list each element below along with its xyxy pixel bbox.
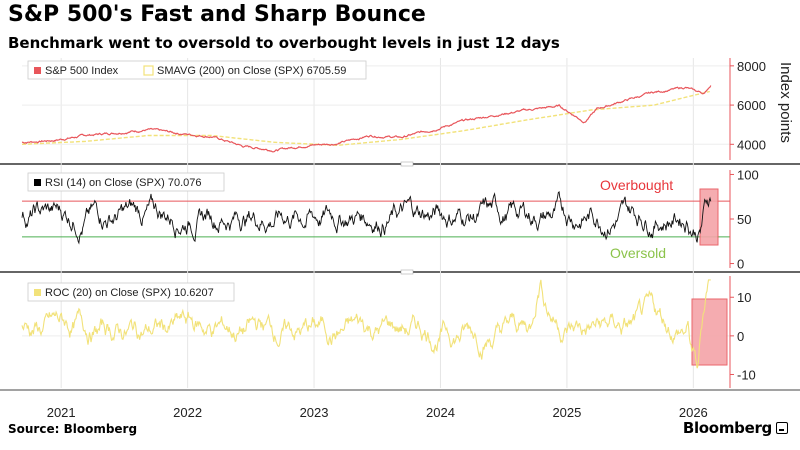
rsi-tick-label: 50 xyxy=(737,212,751,227)
roc-tick-label: 0 xyxy=(737,329,744,344)
panel-resize-handle xyxy=(400,269,414,275)
price-axis-title: Index points xyxy=(777,62,794,143)
price-tick-label: 8000 xyxy=(737,59,766,74)
x-tick-label: 2021 xyxy=(47,405,76,420)
rsi-line xyxy=(21,191,712,245)
sp500-legend-label: S&P 500 Index xyxy=(45,65,119,77)
x-tick-label: 2022 xyxy=(173,405,202,420)
overbought-annotation: Overbought xyxy=(600,177,673,193)
brand-logo: Bloomberg xyxy=(682,419,772,437)
source-note: Source: Bloomberg xyxy=(8,422,138,436)
x-tick-label: 2023 xyxy=(300,405,329,420)
x-tick-label: 2025 xyxy=(552,405,581,420)
rsi-tick-label: 100 xyxy=(737,167,759,182)
x-tick-label: 2024 xyxy=(426,405,455,420)
rsi-legend-label: RSI (14) on Close (SPX) 70.076 xyxy=(45,177,202,189)
roc-tick-label: -10 xyxy=(737,367,756,382)
sma-legend-swatch xyxy=(143,65,154,76)
bloomberg-terminal-icon xyxy=(776,422,788,434)
price-legend-box xyxy=(27,60,367,80)
chart-subtitle: Benchmark went to oversold to overbought… xyxy=(8,34,560,52)
sma-legend-label: SMAVG (200) on Close (SPX) 6705.59 xyxy=(157,65,346,77)
oversold-annotation: Oversold xyxy=(610,245,666,261)
roc-highlight-box xyxy=(691,298,728,366)
roc-legend-box xyxy=(27,282,235,302)
chart-title: S&P 500's Fast and Sharp Bounce xyxy=(8,2,426,27)
sp500-legend-swatch xyxy=(34,67,41,74)
price-tick-label: 6000 xyxy=(737,98,766,113)
roc-line xyxy=(21,279,711,369)
roc-legend-swatch xyxy=(34,289,41,296)
rsi-legend-box xyxy=(27,172,225,192)
panel-resize-handle xyxy=(400,161,414,167)
roc-legend xyxy=(27,282,235,302)
rsi-legend xyxy=(27,172,225,192)
price-legend xyxy=(27,60,367,80)
roc-tick-label: 10 xyxy=(737,290,751,305)
rsi-legend-swatch xyxy=(34,179,41,186)
roc-legend-label: ROC (20) on Close (SPX) 10.6207 xyxy=(45,287,214,299)
rsi-tick-label: 0 xyxy=(737,257,744,272)
x-tick-label: 2026 xyxy=(679,405,708,420)
price-tick-label: 4000 xyxy=(737,137,766,152)
sp500-line xyxy=(21,85,712,153)
